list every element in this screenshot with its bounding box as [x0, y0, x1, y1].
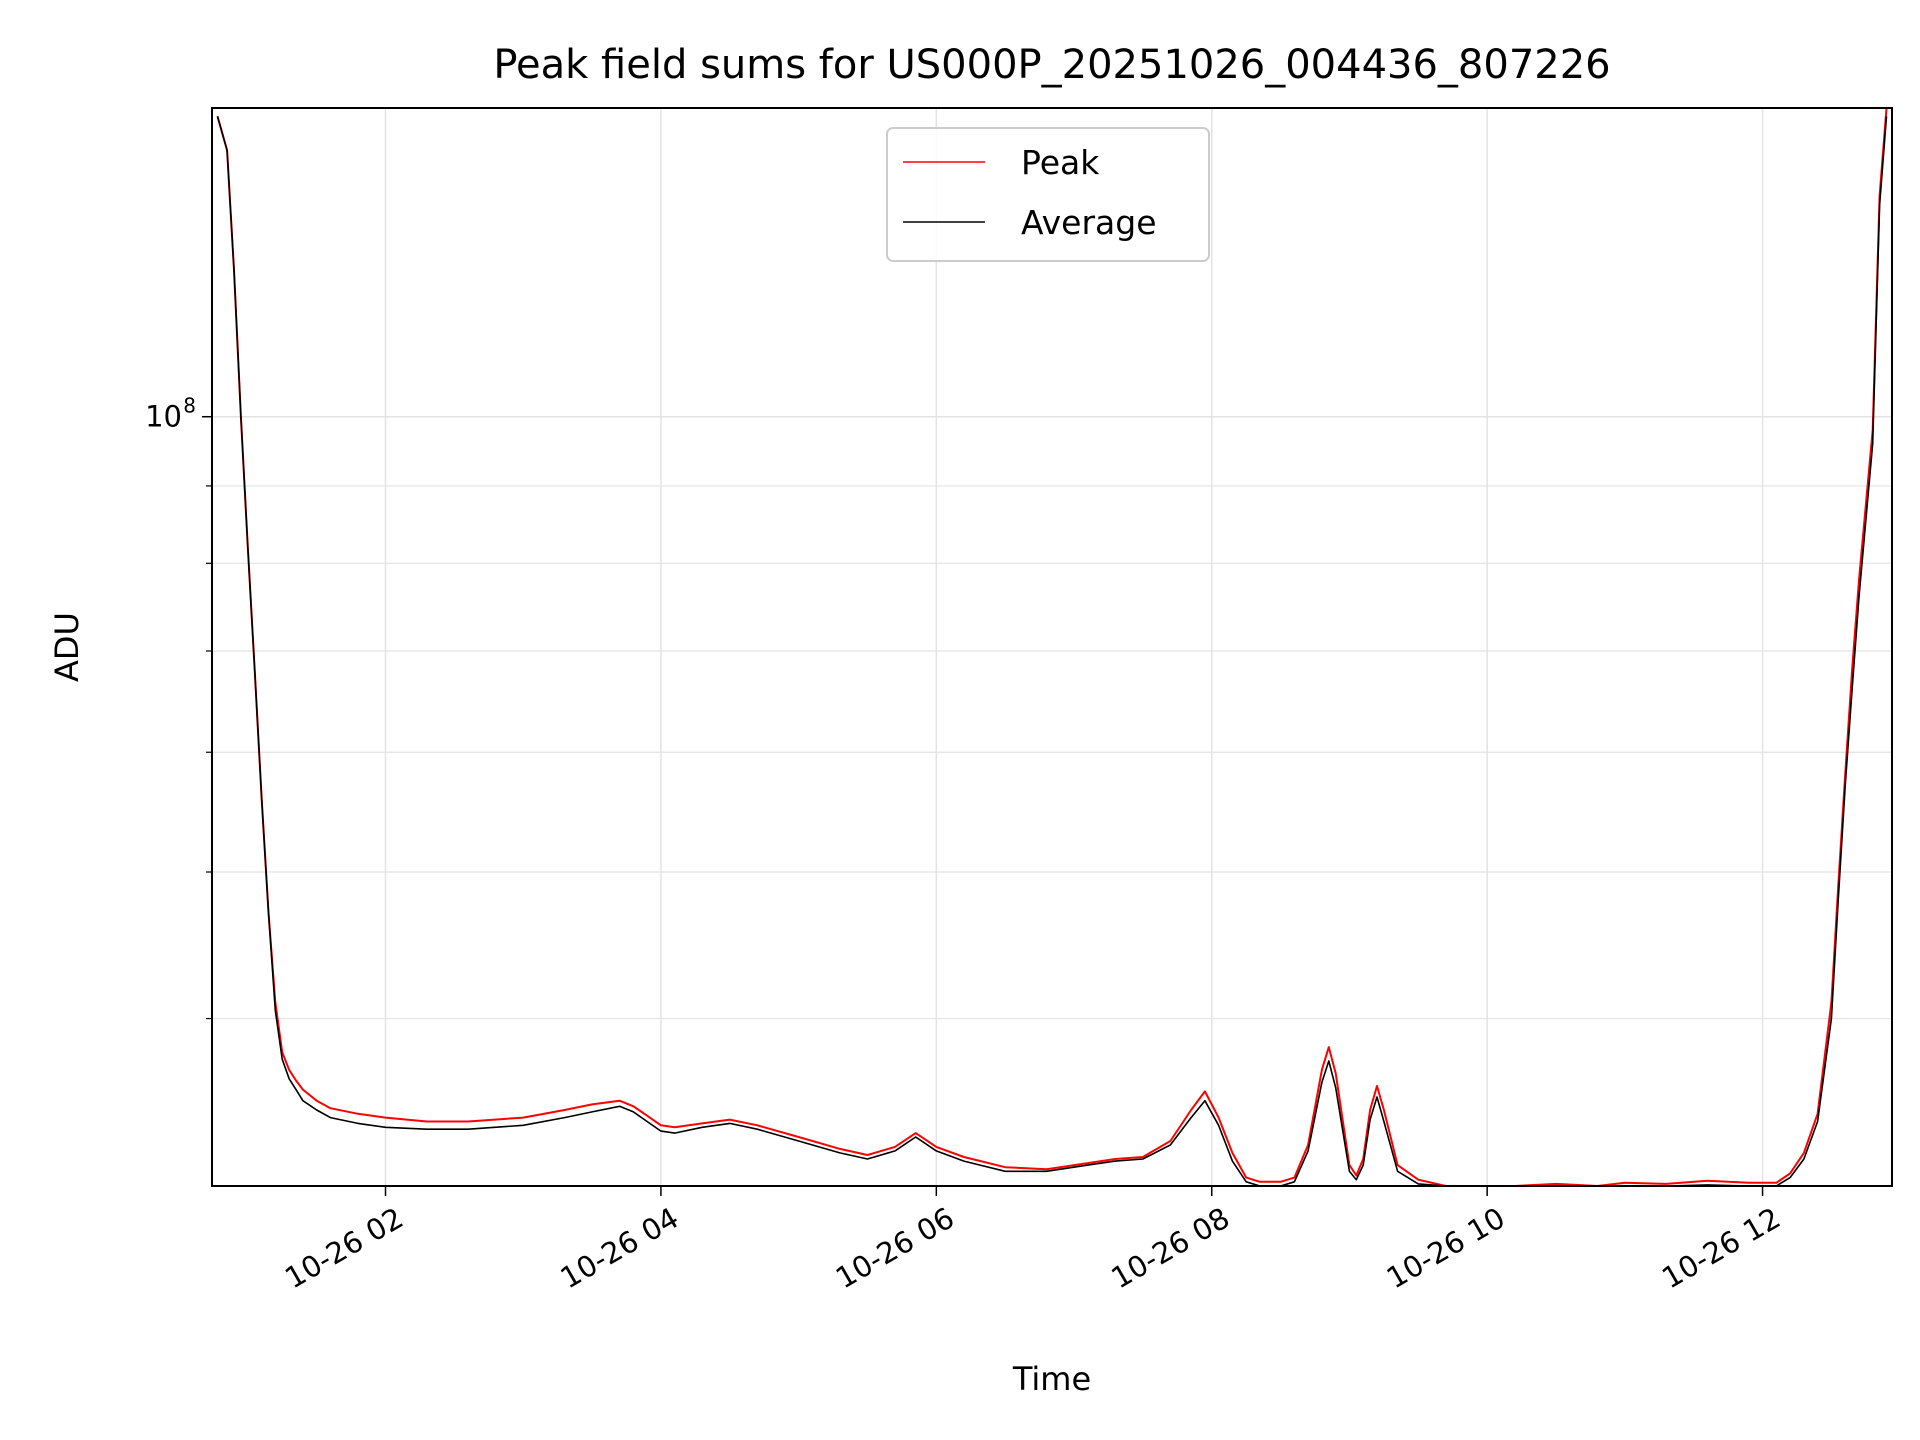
legend-label-peak: Peak: [1021, 143, 1100, 182]
gridlines: [212, 108, 1892, 1186]
chart-title: Peak field sums for US000P_20251026_0044…: [493, 42, 1610, 88]
legend-label-average: Average: [1021, 203, 1157, 242]
y-tick-label-exponent: 8: [183, 394, 196, 418]
y-tick-label: 10: [145, 400, 182, 434]
x-axis-title: Time: [1012, 1360, 1091, 1398]
series-line-peak: [216, 107, 1888, 1187]
plot-frame: [211, 107, 1893, 1187]
legend: Peak Average: [886, 127, 1210, 262]
y-axis-title: ADU: [48, 612, 86, 682]
